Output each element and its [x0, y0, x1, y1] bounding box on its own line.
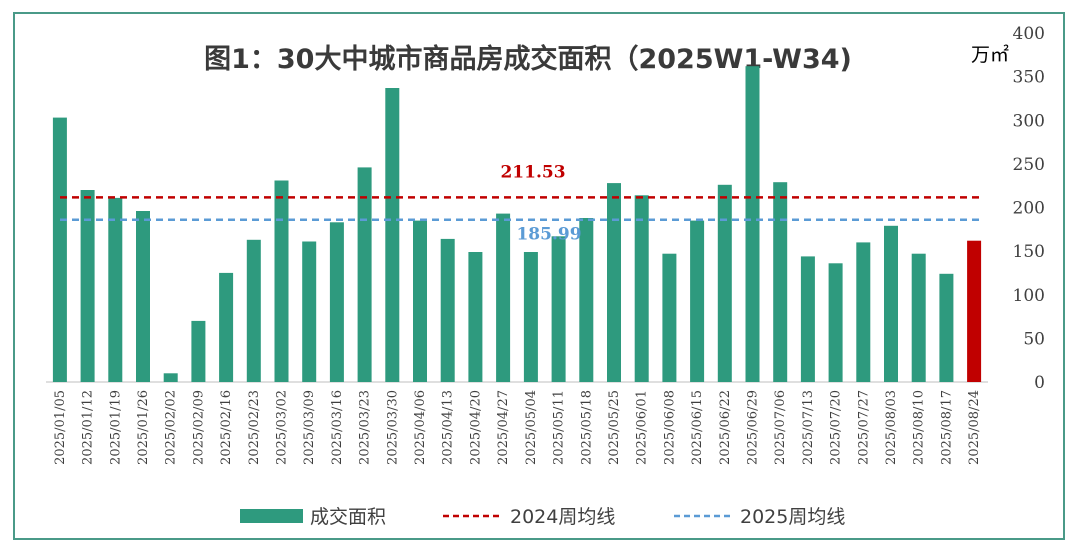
x-tick-label: 2025/03/23 — [358, 390, 373, 465]
x-tick-label: 2025/02/23 — [247, 390, 262, 465]
bar-2025-02-16 — [219, 272, 234, 382]
bar-2025-08-03 — [884, 225, 898, 382]
bar-2025-03-23 — [357, 167, 372, 382]
x-tick-label: 2025/07/27 — [856, 390, 871, 465]
bar-2025-04-06 — [413, 220, 427, 382]
x-tick-label: 2025/06/29 — [746, 390, 761, 465]
legend-label-bar: 成交面积 — [310, 506, 386, 528]
x-tick-label: 2025/03/09 — [302, 390, 317, 465]
x-tick-label: 2025/07/13 — [801, 390, 816, 465]
legend-label-line-2024: 2024周均线 — [510, 506, 615, 528]
x-tick-label: 2025/04/06 — [413, 390, 428, 465]
y-tick-label: 50 — [1023, 329, 1045, 349]
bar-2025-08-17 — [939, 273, 954, 382]
bar-2025-01-19 — [108, 197, 123, 382]
bar-2025-02-23 — [246, 239, 261, 382]
reference-label-2025: 185.99 — [516, 225, 581, 245]
bar-2025-06-15 — [690, 220, 705, 382]
y-tick-label: 200 — [1013, 199, 1045, 219]
bar-2025-06-01 — [634, 195, 649, 382]
x-tick-label: 2025/02/16 — [219, 390, 234, 465]
x-tick-label: 2025/06/22 — [718, 390, 733, 465]
x-tick-label: 2025/01/26 — [136, 390, 151, 465]
x-tick-label: 2025/08/03 — [884, 390, 899, 465]
bar-2025-01-05 — [52, 117, 67, 382]
bar-2025-04-20 — [468, 252, 483, 382]
x-tick-label: 2025/08/24 — [967, 390, 982, 465]
x-tick-label: 2025/03/30 — [385, 390, 400, 465]
x-tick-label: 2025/08/17 — [939, 390, 954, 465]
x-tick-label: 2025/05/04 — [524, 390, 539, 465]
x-tick-label: 2025/05/11 — [552, 390, 567, 465]
y-tick-label: 100 — [1013, 286, 1045, 306]
x-tick-label: 2025/06/15 — [690, 390, 705, 465]
bar-2025-04-13 — [440, 238, 455, 382]
y-tick-label: 350 — [1013, 68, 1045, 88]
bar-2025-05-18 — [579, 218, 594, 382]
bar-2025-06-08 — [662, 253, 677, 382]
bar-2025-04-27 — [496, 213, 511, 382]
x-tick-label: 2025/02/02 — [164, 390, 179, 465]
x-tick-label: 2025/01/19 — [108, 390, 123, 465]
x-tick-label: 2025/05/25 — [607, 390, 622, 465]
bar-2025-07-20 — [828, 263, 843, 382]
bar-2025-05-25 — [607, 183, 621, 382]
y-tick-label: 400 — [1013, 24, 1045, 44]
legend: 成交面积 2024周均线 2025周均线 — [240, 506, 845, 528]
x-tick-label: 2025/03/16 — [330, 390, 345, 465]
y-tick-label: 150 — [1013, 242, 1045, 262]
x-tick-label: 2025/07/20 — [829, 390, 844, 465]
x-tick-label: 2025/02/09 — [191, 390, 206, 465]
bar-2025-07-13 — [800, 256, 815, 382]
bar-2025-05-04 — [523, 252, 538, 382]
legend-label-line-2025: 2025周均线 — [740, 506, 845, 528]
x-tick-label: 2025/03/02 — [275, 390, 290, 465]
bar-2025-08-24 — [967, 240, 982, 382]
bar-2025-03-16 — [329, 222, 344, 382]
x-tick-label: 2025/01/05 — [53, 390, 68, 465]
reference-label-2024: 211.53 — [500, 162, 565, 182]
x-tick-label: 2025/04/20 — [468, 390, 483, 465]
bar-2025-06-29 — [745, 66, 760, 382]
x-tick-label: 2025/05/18 — [579, 390, 594, 465]
bar-2025-02-02 — [163, 373, 178, 382]
legend-swatch-bar — [240, 509, 303, 523]
bar-2025-03-09 — [302, 241, 317, 382]
bar-2025-06-22 — [717, 184, 732, 382]
bar-2025-02-09 — [191, 320, 206, 382]
bar-2025-05-11 — [551, 236, 566, 382]
y-tick-label: 300 — [1013, 111, 1045, 131]
x-tick-label: 2025/06/08 — [662, 390, 677, 465]
x-tick-label: 2025/07/06 — [773, 390, 788, 465]
bar-2025-01-26 — [136, 211, 150, 382]
bar-2025-03-02 — [274, 180, 289, 382]
y-axis-unit: 万㎡ — [971, 43, 1009, 66]
x-tick-label: 2025/01/12 — [81, 390, 96, 465]
y-tick-label: 250 — [1013, 155, 1045, 175]
bar-2025-01-12 — [80, 190, 95, 382]
bar-2025-07-27 — [856, 242, 871, 382]
x-tick-label: 2025/06/01 — [635, 390, 650, 465]
x-tick-label: 2025/04/13 — [441, 390, 456, 465]
bar-2025-03-30 — [385, 88, 400, 382]
x-tick-label: 2025/04/27 — [496, 390, 511, 465]
chart-title: 图1：30大中城市商品房成交面积（2025W1-W34) — [204, 43, 852, 75]
bar-2025-08-10 — [911, 253, 926, 382]
x-tick-label: 2025/08/10 — [912, 390, 927, 465]
y-tick-label: 0 — [1034, 373, 1045, 393]
bar-2025-07-06 — [773, 182, 788, 382]
